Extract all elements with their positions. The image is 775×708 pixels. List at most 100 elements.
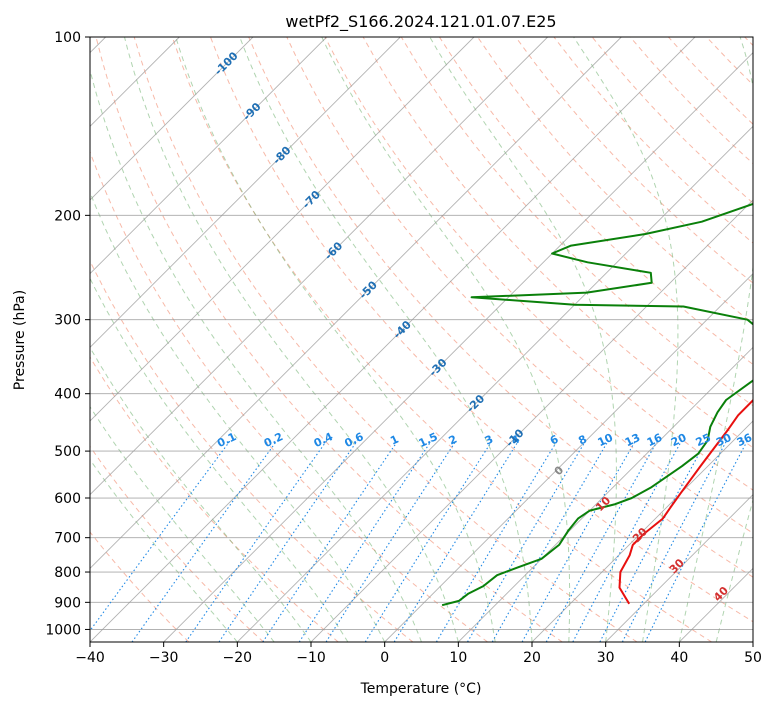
mixing-ratio-label: 1: [388, 433, 400, 448]
mixing-ratio-label: 16: [645, 431, 665, 449]
isotherm: [237, 125, 753, 642]
isotherm: [90, 37, 622, 569]
x-tick-label: 20: [523, 650, 541, 666]
isotherm: [90, 37, 475, 422]
dry-adiabat: [90, 445, 264, 642]
y-tick-label: 1000: [45, 622, 81, 638]
dry-adiabat: [133, 37, 638, 642]
dry-adiabat: [706, 37, 753, 86]
mixing-ratio-line: [393, 440, 520, 642]
x-axis-label: Temperature (°C): [360, 681, 482, 697]
dry-adiabat: [210, 37, 753, 623]
mixing-ratio-line: [545, 440, 659, 642]
moist-adiabat: [90, 458, 238, 642]
mixing-ratio-line: [521, 440, 637, 642]
dry-adiabat: [591, 37, 753, 204]
dry-adiabat: [744, 37, 753, 47]
mixing-ratio-line: [599, 440, 707, 642]
isotherm: [310, 199, 753, 642]
moist-adiabat: [90, 68, 422, 642]
y-tick-label: 900: [54, 595, 81, 611]
dry-adiabat: [171, 37, 712, 642]
background-lines: [90, 37, 753, 642]
x-tick-label: −20: [223, 650, 253, 666]
y-axis: 100 200 300 400 500 600 700 800 900 1000: [45, 30, 90, 638]
mixing-ratio-label: 13: [623, 431, 642, 449]
mixing-ratio-label: 2: [447, 433, 459, 448]
moist-adiabat: [573, 37, 679, 642]
mixing-ratio-line: [572, 440, 683, 642]
y-tick-label: 100: [54, 30, 81, 46]
moist-adiabat: [124, 37, 459, 642]
moist-adiabat: [90, 346, 312, 642]
isotherm: [90, 37, 254, 201]
mixing-ratio-line: [131, 440, 278, 642]
moist-adiabat: [239, 37, 533, 642]
isotherm: [90, 37, 548, 496]
y-tick-label: 600: [54, 491, 81, 507]
x-axis: −40 −30 −20 −10 0 10 20 30 40 50: [75, 642, 762, 666]
x-tick-label: 0: [380, 650, 389, 666]
dry-adiabat: [515, 37, 753, 284]
isotherm: [605, 494, 753, 642]
mixing-ratio-line: [644, 440, 748, 642]
dry-adiabat: [90, 356, 339, 642]
x-tick-label: 10: [449, 650, 467, 666]
mixing-ratio-line: [491, 440, 609, 642]
mixing-ratio-label: 36: [735, 431, 755, 449]
x-tick-label: 30: [597, 650, 615, 666]
moist-adiabat: [175, 37, 496, 642]
moist-adiabat: [715, 497, 753, 642]
mixing-ratio-label: 10: [596, 431, 616, 449]
dry-adiabat: [90, 259, 414, 642]
mixing-ratio-line: [90, 440, 231, 632]
moist-adiabat: [321, 37, 571, 642]
x-tick-label: 40: [670, 650, 688, 666]
mixing-ratio-label: 0.2: [262, 430, 285, 450]
mixing-ratio-line: [298, 440, 432, 642]
dry-adiabat: [400, 37, 753, 407]
dry-adiabat: [90, 531, 190, 642]
y-tick-label: 300: [54, 313, 81, 329]
x-tick-label: −40: [75, 650, 105, 666]
mixing-ratio-label: 0.4: [312, 430, 335, 450]
x-tick-label: 50: [744, 650, 762, 666]
isotherm: [90, 37, 401, 348]
dry-adiabat: [248, 37, 753, 578]
isotherm: [90, 37, 696, 642]
y-tick-label: 200: [54, 208, 81, 224]
sounding-series: [441, 202, 753, 607]
moist-adiabat-label: 40: [711, 584, 731, 604]
isotherm: [752, 641, 753, 642]
mixing-ratio-line: [185, 440, 328, 642]
mixing-ratio-label: 25: [694, 431, 713, 449]
moist-adiabat-label: 10: [593, 494, 613, 514]
moist-adiabat-label: 30: [667, 556, 687, 576]
y-tick-label: 800: [54, 565, 81, 581]
y-axis-label: Pressure (hPa): [12, 290, 28, 390]
moist-adiabat: [429, 37, 617, 642]
isotherm: [458, 346, 753, 642]
isotherm: [90, 37, 327, 275]
y-tick-label: 500: [54, 444, 81, 460]
dry-adiabat: [90, 150, 488, 642]
moist-adiabat: [90, 277, 349, 642]
mixing-ratio-label: 20: [669, 431, 689, 449]
isotherm: [163, 52, 753, 642]
y-tick-label: 700: [54, 531, 81, 547]
x-tick-label: −10: [296, 650, 326, 666]
isotherm: [384, 273, 753, 642]
x-tick-label: −30: [149, 650, 179, 666]
isotherm: [679, 567, 753, 642]
plot-frame: [89, 36, 754, 643]
dry-adiabat: [95, 37, 563, 642]
y-tick-label: 400: [54, 387, 81, 403]
mixing-ratio-label: 6: [548, 432, 561, 447]
mixing-ratio-label: 0.6: [342, 430, 365, 450]
moist-adiabat: [90, 405, 275, 642]
mixing-ratio-label: 30: [714, 431, 734, 449]
dewpoint-line: [441, 202, 753, 607]
mixing-ratio-line: [467, 440, 587, 642]
mixing-ratio-line: [262, 440, 399, 642]
